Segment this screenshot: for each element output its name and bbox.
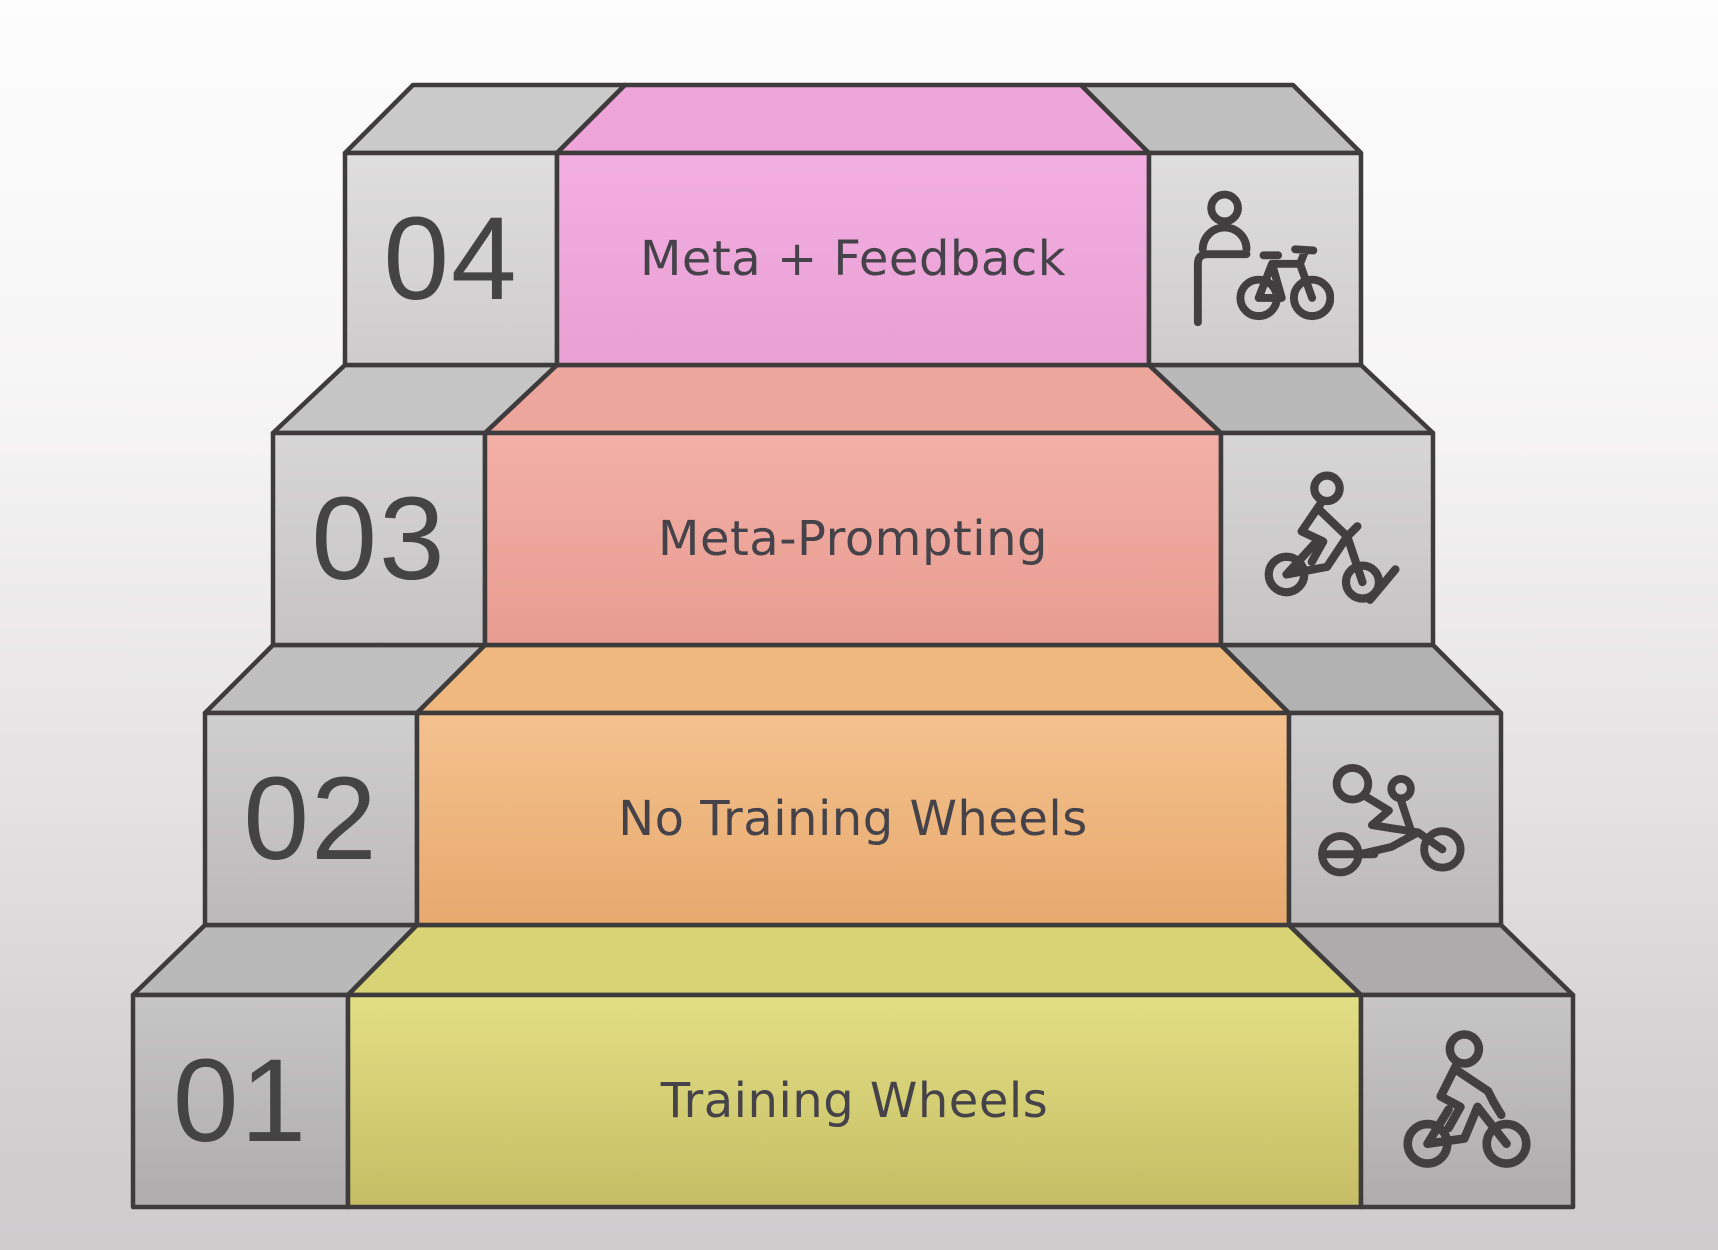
level-01-number: 01 [172,1035,309,1167]
level-02-label: No Training Wheels [618,791,1088,847]
level-03-label-panel: Meta-Prompting [485,433,1221,645]
level-04-number: 04 [383,193,519,325]
level-03-icon-box [1221,433,1433,645]
level-04-label: Meta + Feedback [640,231,1066,287]
level-04-icon-box [1149,153,1361,365]
cyclist-leaning-downhill-icon [1264,471,1400,604]
level-02-icon-box [1289,713,1501,925]
level-03-label: Meta-Prompting [658,511,1048,567]
level-04-number-box: 04 [345,153,557,365]
level-04-label-panel: Meta + Feedback [557,153,1149,365]
level-01-label: Training Wheels [660,1073,1049,1129]
level-01-label-panel: Training Wheels [348,995,1361,1207]
person-standing-with-bicycle-icon [1193,190,1334,327]
level-03-number: 03 [311,473,447,605]
upright-cyclist-icon [1403,1030,1531,1168]
level-02-number-box: 02 [205,713,417,925]
level-02-label-panel: No Training Wheels [417,713,1289,925]
level-02-number: 02 [243,753,379,885]
level-03-number-box: 03 [273,433,485,645]
level-01-icon-box [1361,995,1573,1207]
level-01-number-box: 01 [133,995,348,1207]
aero-cyclist-icon [1318,764,1465,877]
